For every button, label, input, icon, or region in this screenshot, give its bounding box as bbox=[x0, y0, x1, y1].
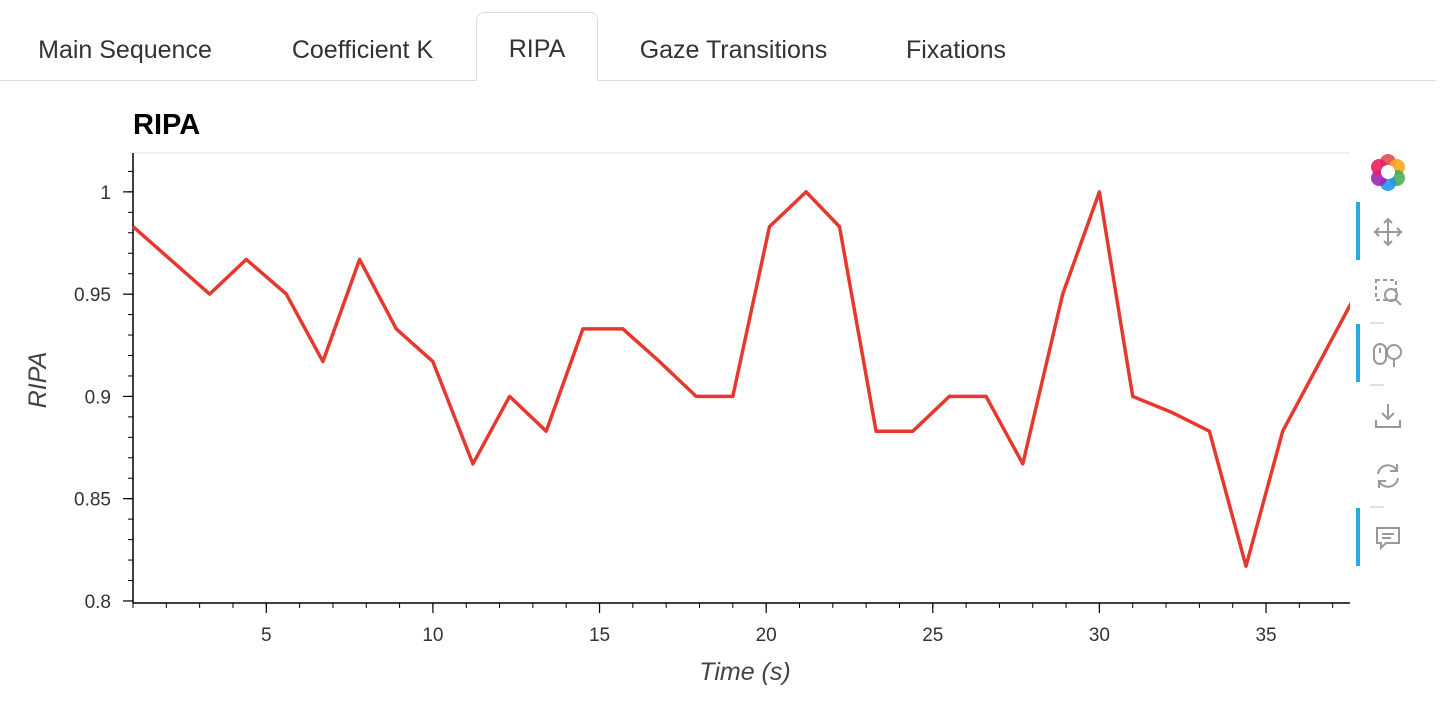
tab-main-sequence[interactable]: Main Sequence bbox=[38, 36, 212, 64]
x-tick-label: 15 bbox=[589, 625, 610, 646]
ripa-chart[interactable]: RIPA 5 10 15 20 25 30 35 0.8 0.85 0.9 0.95 1 Time (… bbox=[0, 90, 1350, 702]
y-axis-label: RIPA bbox=[24, 352, 52, 409]
chart-title: RIPA bbox=[133, 109, 200, 141]
tab-ripa[interactable]: RIPA bbox=[476, 12, 598, 81]
x-tick-label: 5 bbox=[261, 625, 272, 646]
x-tick-label: 10 bbox=[422, 625, 443, 646]
x-tick-label: 30 bbox=[1089, 625, 1110, 646]
box-zoom-icon[interactable] bbox=[1368, 272, 1408, 312]
axes: 5 10 15 20 25 30 35 0.8 0.85 0.9 0.95 1 bbox=[74, 153, 1350, 646]
chart-toolbar bbox=[1354, 150, 1414, 570]
wheel-zoom-active-indicator bbox=[1356, 324, 1360, 382]
tab-bar: Main Sequence Coefficient K RIPA Gaze Tr… bbox=[0, 0, 1436, 81]
pan-active-indicator bbox=[1356, 202, 1360, 260]
wheel-zoom-icon[interactable] bbox=[1368, 334, 1408, 374]
y-tick-label: 0.8 bbox=[85, 592, 111, 613]
tab-gaze-transitions[interactable]: Gaze Transitions bbox=[639, 36, 828, 64]
plot-frame bbox=[132, 152, 1350, 604]
x-tick-label: 20 bbox=[756, 625, 777, 646]
toolbar-divider bbox=[1370, 506, 1384, 508]
y-tick-label: 0.85 bbox=[74, 490, 111, 511]
tab-coefficient-k[interactable]: Coefficient K bbox=[291, 36, 434, 64]
hover-icon[interactable] bbox=[1368, 518, 1408, 558]
x-tick-label: 35 bbox=[1255, 625, 1276, 646]
bokeh-logo-icon[interactable] bbox=[1368, 152, 1408, 192]
ripa-line bbox=[131, 190, 1350, 568]
reset-icon[interactable] bbox=[1368, 456, 1408, 496]
line-series bbox=[131, 190, 1350, 568]
save-icon[interactable] bbox=[1368, 396, 1408, 436]
pan-icon[interactable] bbox=[1368, 212, 1408, 252]
y-tick-label: 0.95 bbox=[74, 285, 111, 306]
y-tick-label: 0.9 bbox=[85, 387, 111, 408]
hover-active-indicator bbox=[1356, 508, 1360, 566]
x-axis-label: Time (s) bbox=[699, 658, 790, 686]
tab-fixations[interactable]: Fixations bbox=[905, 36, 1007, 64]
y-tick-label: 1 bbox=[100, 183, 111, 204]
toolbar-divider bbox=[1370, 384, 1384, 386]
x-tick-label: 25 bbox=[922, 625, 943, 646]
toolbar-divider bbox=[1370, 322, 1384, 324]
